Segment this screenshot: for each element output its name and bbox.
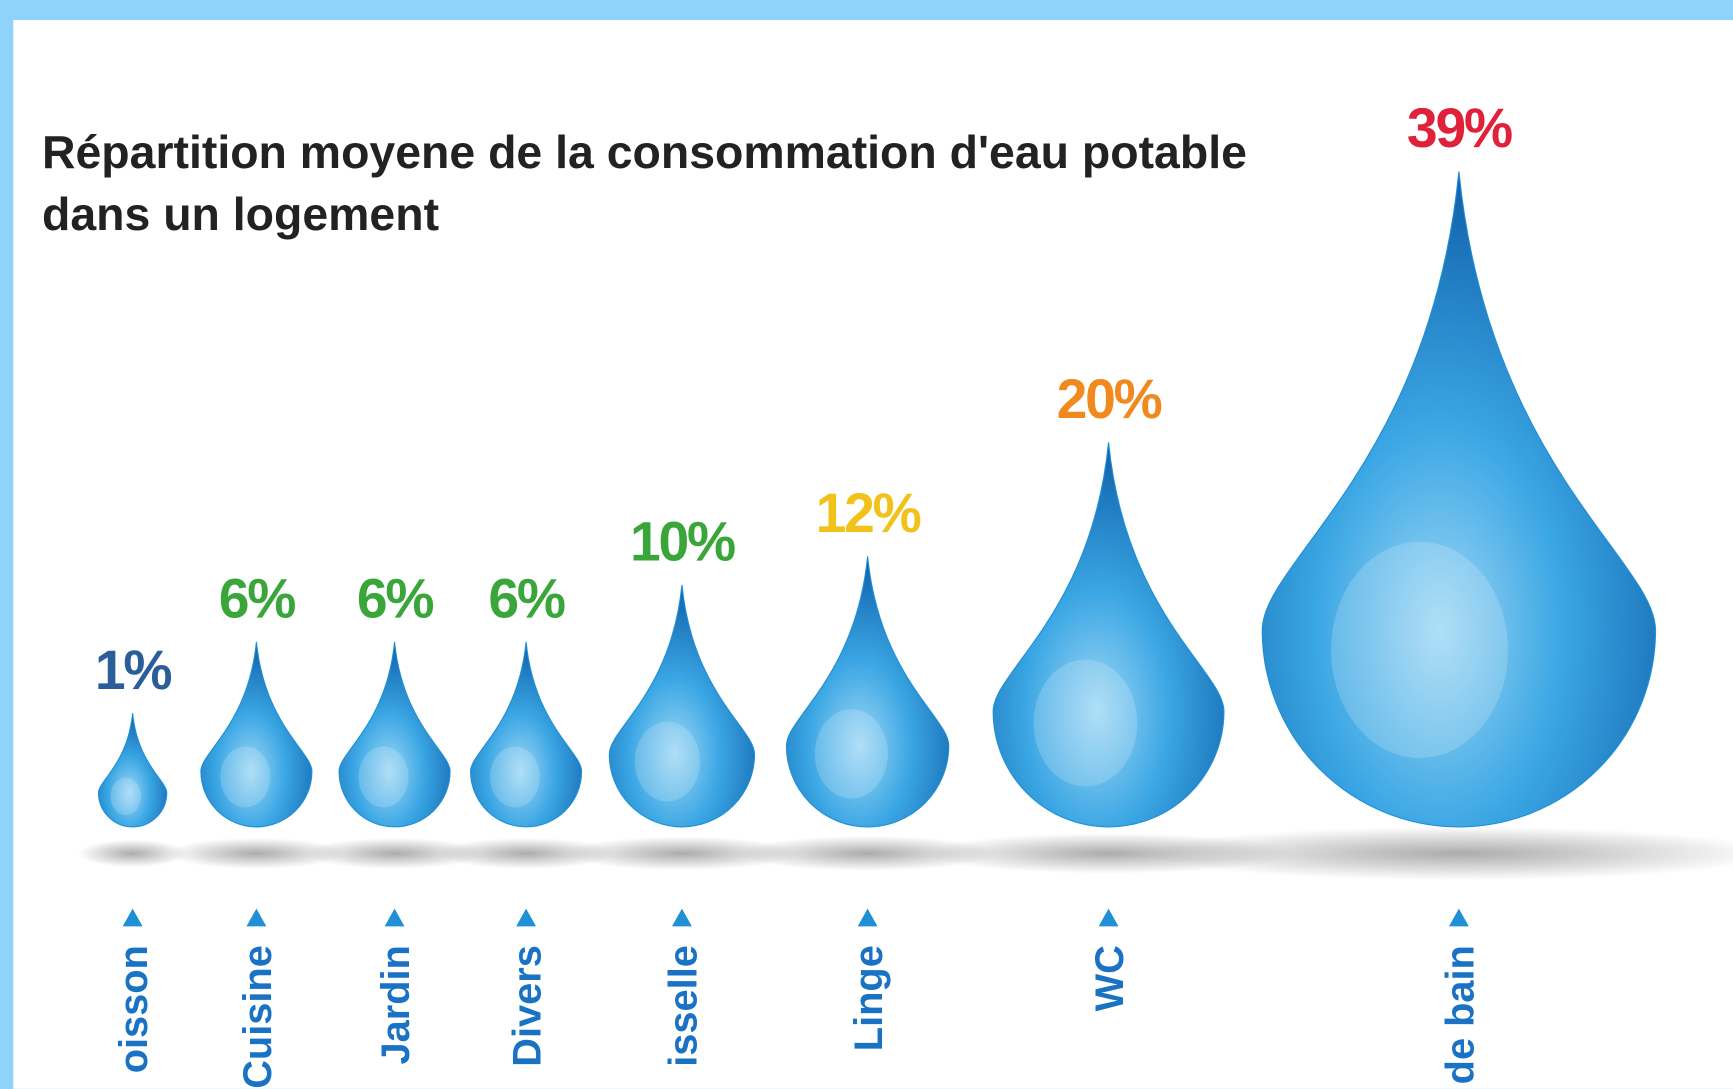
category-label: Divers xyxy=(505,945,549,1067)
category-label: isselle xyxy=(661,945,705,1067)
drop-highlight xyxy=(635,722,700,802)
value-label: 20% xyxy=(1057,368,1162,430)
category-label: Jardin xyxy=(374,945,418,1064)
drop-highlight xyxy=(815,709,888,798)
category-label: Cuisine xyxy=(236,945,280,1089)
drop-highlight xyxy=(358,746,408,807)
drop-highlight xyxy=(1331,542,1508,758)
value-label: 12% xyxy=(816,482,921,544)
chart-title: Répartition moyene de la consommation d'… xyxy=(42,126,1247,178)
value-label: 6% xyxy=(357,568,434,630)
category-label: WC xyxy=(1088,945,1132,1011)
category-label: de bain xyxy=(1438,945,1482,1084)
drop-highlight xyxy=(110,777,141,815)
chart-title: dans un logement xyxy=(42,188,439,240)
value-label: 1% xyxy=(95,639,172,701)
value-label: 6% xyxy=(219,568,296,630)
value-label: 10% xyxy=(630,511,735,573)
drop-highlight xyxy=(490,746,540,807)
page: Répartition moyene de la consommation d'… xyxy=(0,0,1733,1089)
drop-highlight xyxy=(220,746,270,807)
value-label: 6% xyxy=(488,568,565,630)
chart: Répartition moyene de la consommation d'… xyxy=(0,0,1733,1089)
category-label: oisson xyxy=(112,945,156,1073)
drop-highlight xyxy=(1034,660,1138,787)
category-label: Linge xyxy=(847,945,891,1051)
value-label: 39% xyxy=(1407,97,1512,159)
